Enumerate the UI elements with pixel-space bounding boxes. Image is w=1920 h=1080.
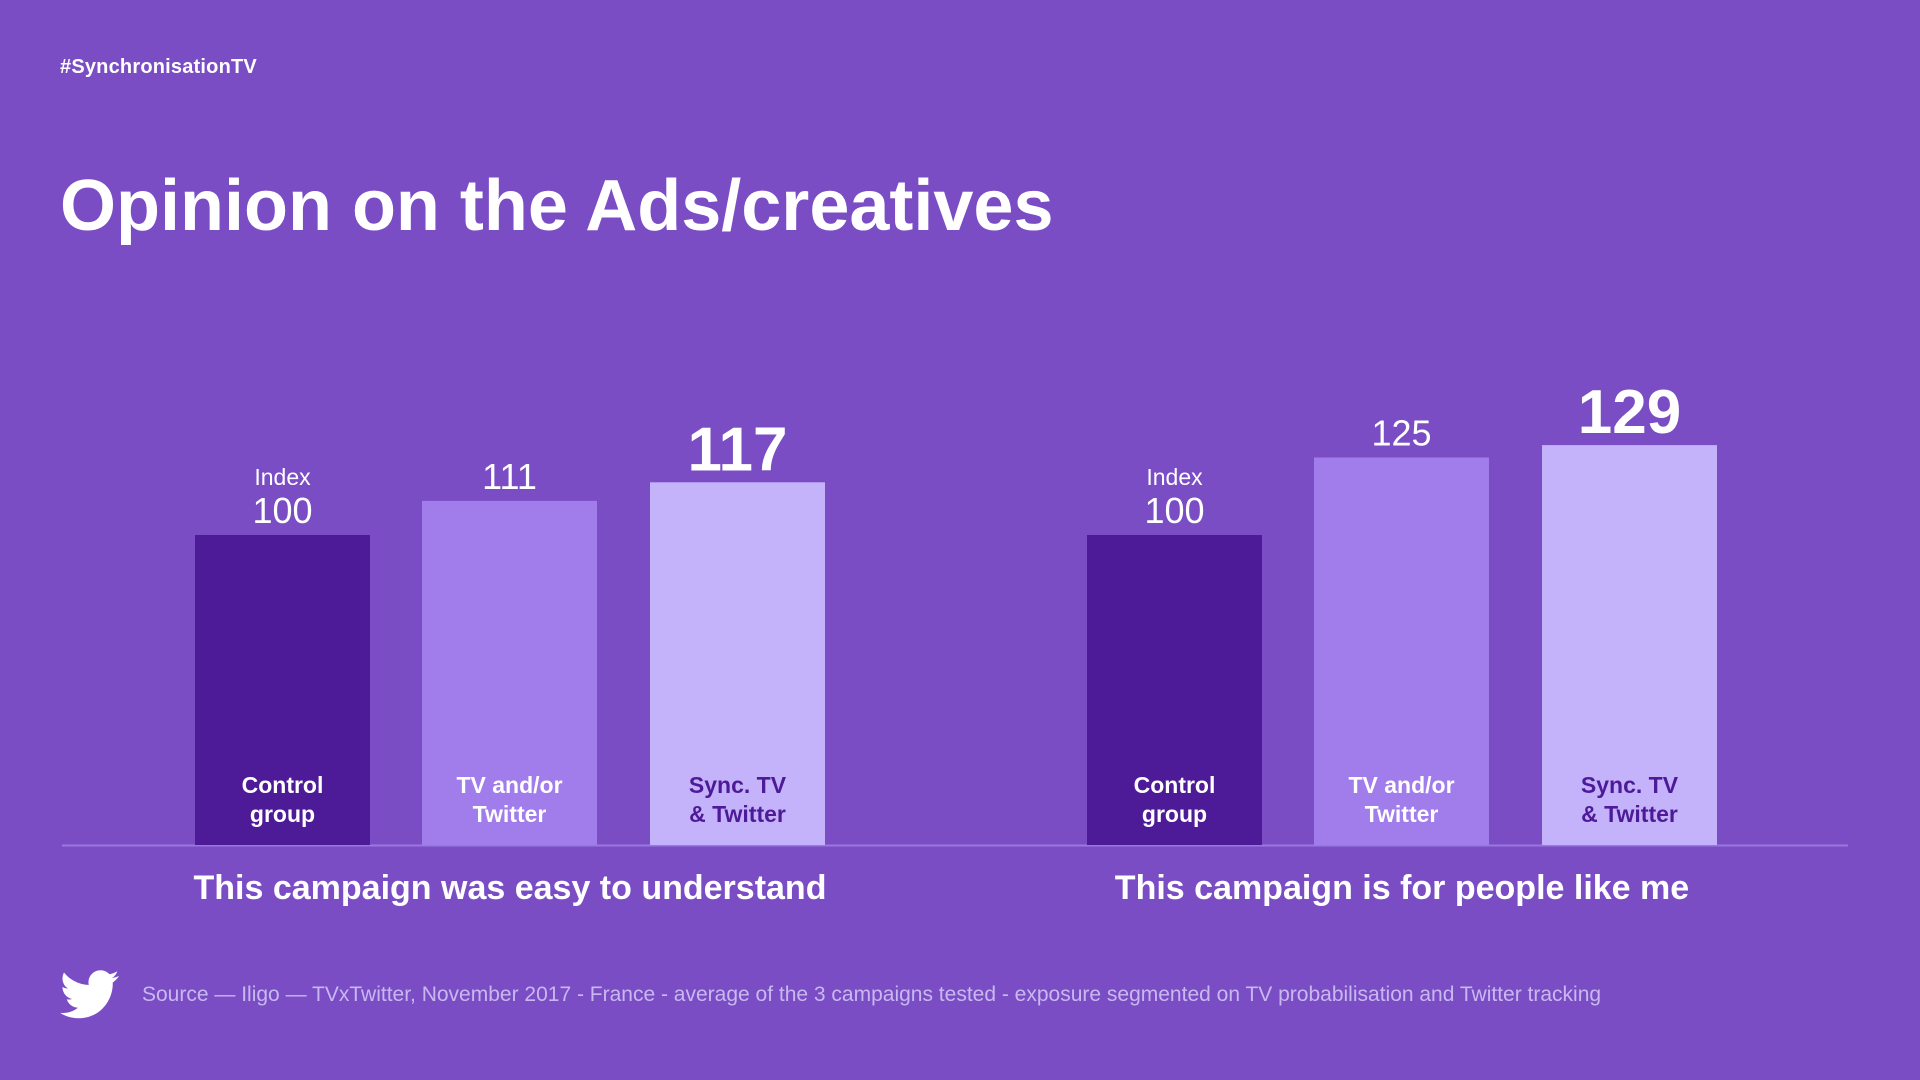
bar-1-3 xyxy=(650,482,825,845)
value-label-1-1: 100 xyxy=(252,490,312,531)
twitter-bird-icon xyxy=(60,970,119,1019)
category-label-1-3-2: & Twitter xyxy=(689,801,786,827)
page-title: Opinion on the Ads/creatives xyxy=(60,166,1054,246)
value-label-2-2: 125 xyxy=(1371,413,1431,454)
category-label-2-1-2: group xyxy=(1142,801,1207,827)
category-label-1-2-2: Twitter xyxy=(473,801,547,827)
value-label-2-3: 129 xyxy=(1578,378,1681,447)
value-label-1-3: 117 xyxy=(687,415,787,484)
hashtag: #SynchronisationTV xyxy=(60,56,257,78)
value-label-1-2: 111 xyxy=(482,456,537,497)
category-label-1-2-1: TV and/or xyxy=(456,772,562,798)
index-label-1: Index xyxy=(254,464,311,490)
bar-1-1 xyxy=(195,535,370,845)
index-label-2: Index xyxy=(1146,464,1203,490)
group-label-2: This campaign is for people like me xyxy=(1115,869,1689,907)
group-label-1: This campaign was easy to understand xyxy=(194,869,827,907)
category-label-2-2-1: TV and/or xyxy=(1348,772,1454,798)
source-note: Source — Iligo — TVxTwitter, November 20… xyxy=(142,983,1602,1006)
category-label-2-2-2: Twitter xyxy=(1365,801,1439,827)
bar-2-1 xyxy=(1087,535,1262,845)
footer: Source — Iligo — TVxTwitter, November 20… xyxy=(60,970,1601,1020)
category-label-1-3-1: Sync. TV xyxy=(689,772,787,798)
category-label-1-1-2: group xyxy=(250,801,315,827)
value-label-2-1: 100 xyxy=(1144,490,1204,531)
bar-1-2 xyxy=(422,500,597,845)
bar-2-2 xyxy=(1314,457,1489,845)
category-label-2-3-1: Sync. TV xyxy=(1581,772,1679,798)
category-label-2-3-2: & Twitter xyxy=(1581,801,1678,827)
category-label-1-1-1: Control xyxy=(242,772,324,798)
bar-2-3 xyxy=(1542,445,1717,845)
category-label-2-1-1: Control xyxy=(1134,772,1216,798)
